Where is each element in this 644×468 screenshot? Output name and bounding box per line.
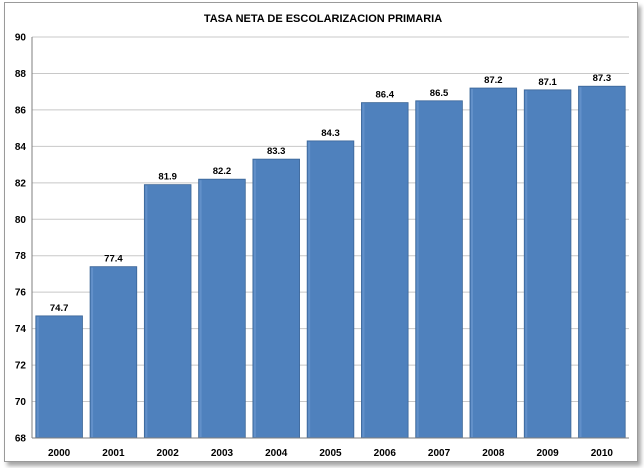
bar-highlight [253, 160, 256, 437]
bar-highlight [416, 101, 419, 437]
x-tick-label-2001: 2001 [102, 448, 125, 459]
x-tick-label-2006: 2006 [374, 448, 397, 459]
data-label-2010: 87.3 [593, 73, 612, 84]
x-tick-label-2002: 2002 [157, 448, 180, 459]
bar-2006 [361, 102, 409, 439]
x-tick-label-2003: 2003 [211, 448, 234, 459]
bar-2010 [578, 85, 626, 439]
data-label-2008: 87.2 [484, 75, 503, 86]
data-label-2004: 83.3 [267, 146, 286, 157]
bar-2001 [89, 266, 138, 439]
bar-2002 [143, 184, 192, 439]
bar-highlight [308, 141, 311, 438]
y-tick-label: 70 [15, 397, 27, 408]
x-tick-label-2000: 2000 [48, 448, 71, 459]
x-tick-label-2008: 2008 [482, 448, 505, 459]
data-label-2006: 86.4 [376, 90, 395, 101]
y-tick-label: 80 [15, 215, 27, 226]
bar-2003 [198, 178, 246, 439]
bar-highlight [145, 185, 148, 437]
bar-2009 [523, 89, 572, 439]
y-tick-label: 68 [15, 434, 27, 445]
x-tick-label-2010: 2010 [591, 448, 614, 459]
bar-highlight [91, 267, 94, 437]
y-tick-label: 82 [15, 178, 27, 189]
bar-2007 [415, 100, 463, 439]
y-tick-label: 74 [15, 324, 27, 335]
data-label-2000: 74.7 [50, 303, 69, 314]
axes: 68 70 72 74 76 78 80 82 84 86 88 90 2000 2001 2002 2003… [15, 33, 629, 459]
bar-highlight [579, 87, 582, 438]
bar-2008 [469, 87, 518, 439]
y-tick-label: 88 [15, 69, 27, 80]
x-tick-label-2007: 2007 [428, 448, 451, 459]
data-label-2009: 87.1 [538, 77, 557, 88]
chart-title: TASA NETA DE ESCOLARIZACION PRIMARIA [204, 13, 442, 25]
bar-highlight [470, 89, 473, 437]
bar-highlight [36, 316, 39, 437]
x-tick-label-2005: 2005 [319, 448, 342, 459]
data-label-2002: 81.9 [158, 172, 177, 183]
bar-highlight [199, 180, 202, 437]
data-label-2003: 82.2 [213, 166, 232, 177]
data-label-2007: 86.5 [430, 88, 449, 99]
y-tick-label: 78 [15, 251, 27, 262]
bar-highlight [525, 90, 528, 437]
bars [35, 85, 626, 439]
data-labels: 74.7 77.4 81.9 82.2 83.3 84.3 86.4 86.5 87.2 87.1… [50, 73, 611, 314]
bar-2000 [35, 315, 83, 439]
bar-2004 [252, 158, 300, 439]
data-label-2005: 84.3 [321, 128, 340, 139]
chart-frame: TASA NETA DE ESCOLARIZACION PRIMARIA 74.… [4, 2, 638, 462]
x-tick-label-2004: 2004 [265, 448, 288, 459]
data-label-2001: 77.4 [104, 254, 123, 265]
y-tick-label: 76 [15, 288, 27, 299]
y-tick-label: 86 [15, 105, 27, 116]
bar-2005 [306, 140, 355, 439]
y-tick-label: 72 [15, 361, 27, 372]
bar-chart: TASA NETA DE ESCOLARIZACION PRIMARIA 74.… [15, 13, 629, 459]
y-tick-label: 84 [15, 142, 27, 153]
x-tick-label-2009: 2009 [536, 448, 559, 459]
bar-highlight [362, 103, 365, 438]
y-tick-label: 90 [15, 33, 27, 44]
